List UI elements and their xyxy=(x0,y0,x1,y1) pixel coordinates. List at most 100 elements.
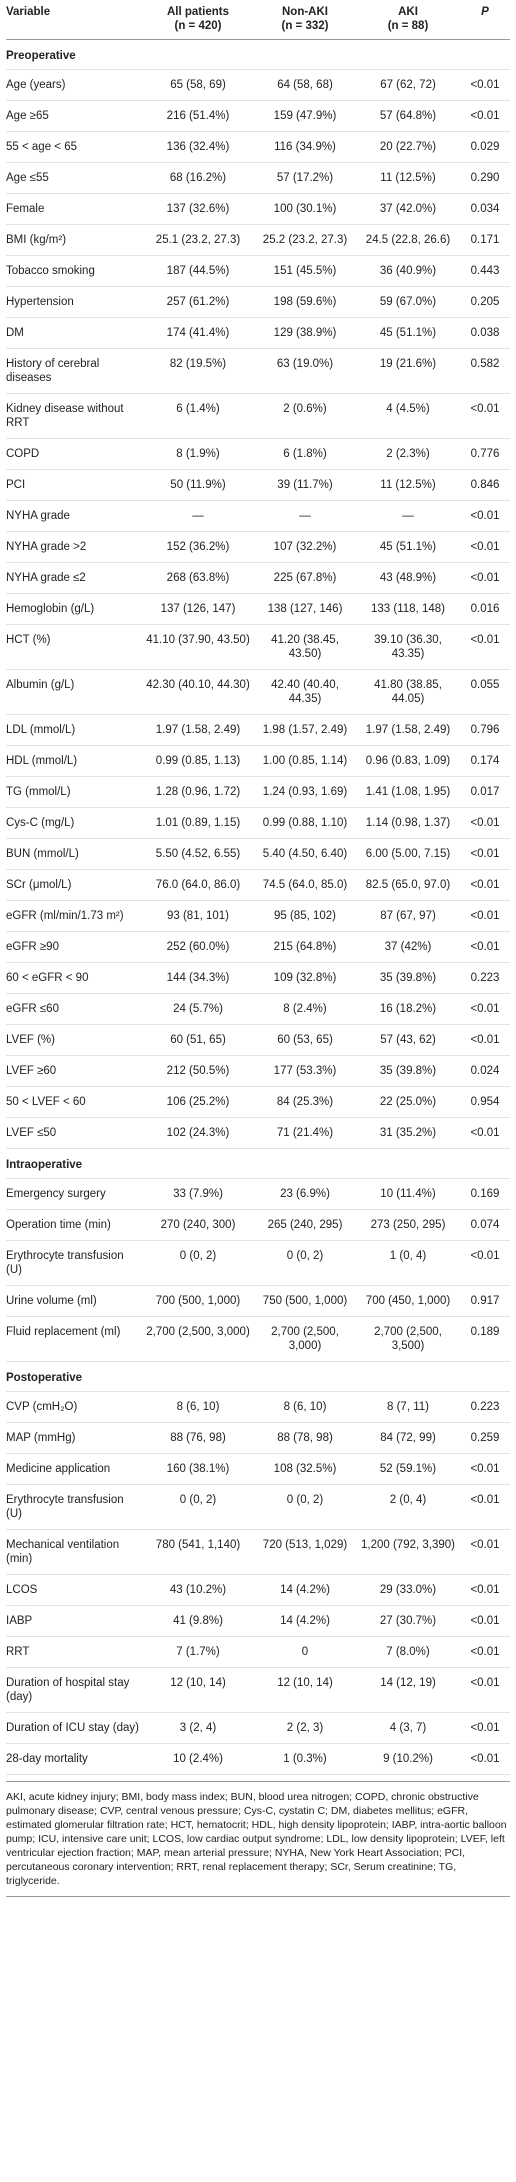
cell: 2,700 (2,500, 3,000) xyxy=(142,1316,254,1362)
row-label: NYHA grade ≤2 xyxy=(6,562,142,594)
cell: 24.5 (22.8, 26.6) xyxy=(356,224,460,256)
cell: <0.01 xyxy=(460,69,510,101)
table-row: LDL (mmol/L) 1.97 (1.58, 2.49) 1.98 (1.57,… xyxy=(6,714,510,746)
cell: 50 (11.9%) xyxy=(142,469,254,501)
cell: <0.01 xyxy=(460,562,510,594)
cell: 0.846 xyxy=(460,469,510,501)
row-label: MAP (mmHg) xyxy=(6,1422,142,1454)
cell: 0.074 xyxy=(460,1209,510,1241)
row-label: PCI xyxy=(6,469,142,501)
cell: 10 (2.4%) xyxy=(142,1743,254,1775)
cell: 2 (2.3%) xyxy=(356,438,460,470)
cell: <0.01 xyxy=(460,900,510,932)
cell: 0.99 (0.88, 1.10) xyxy=(254,807,356,839)
row-label: NYHA grade >2 xyxy=(6,531,142,563)
cell: 31 (35.2%) xyxy=(356,1117,460,1149)
cell: 82 (19.5%) xyxy=(142,348,254,394)
cell: 2,700 (2,500, 3,000) xyxy=(254,1316,356,1362)
section-row: Intraoperative xyxy=(6,1148,510,1179)
cell: 0.016 xyxy=(460,593,510,625)
cell: 144 (34.3%) xyxy=(142,962,254,994)
cell: 0.917 xyxy=(460,1285,510,1317)
page: Variable All patients (n = 420) Non-AKI (n =… xyxy=(6,0,510,1897)
cell: 35 (39.8%) xyxy=(356,1055,460,1087)
row-label: COPD xyxy=(6,438,142,470)
cell: 1.41 (1.08, 1.95) xyxy=(356,776,460,808)
row-label: eGFR ≤60 xyxy=(6,993,142,1025)
cell: 95 (85, 102) xyxy=(254,900,356,932)
row-label: Erythrocyte transfusion (U) xyxy=(6,1484,142,1530)
cell: 152 (36.2%) xyxy=(142,531,254,563)
cell: 11 (12.5%) xyxy=(356,162,460,194)
cell: 22 (25.0%) xyxy=(356,1086,460,1118)
table-row: COPD 8 (1.9%) 6 (1.8%) 2 (2.3%) 0.776 xyxy=(6,438,510,470)
cell: 750 (500, 1,000) xyxy=(254,1285,356,1317)
section-row: Postoperative xyxy=(6,1361,510,1392)
table-row: Duration of ICU stay (day) 3 (2, 4) 2 (2, … xyxy=(6,1712,510,1744)
table-row: Erythrocyte transfusion (U) 0 (0, 2) 0 (0,… xyxy=(6,1484,510,1530)
cell: 700 (450, 1,000) xyxy=(356,1285,460,1317)
row-label: LDL (mmol/L) xyxy=(6,714,142,746)
cell: 0.189 xyxy=(460,1316,510,1362)
cell: 14 (12, 19) xyxy=(356,1667,460,1713)
table-header: Variable All patients (n = 420) Non-AKI (n =… xyxy=(6,0,510,40)
row-label: eGFR ≥90 xyxy=(6,931,142,963)
row-label: LVEF (%) xyxy=(6,1024,142,1056)
header-cell: Variable xyxy=(6,0,142,40)
cell: 215 (64.8%) xyxy=(254,931,356,963)
cell: 198 (59.6%) xyxy=(254,286,356,318)
cell: 74.5 (64.0, 85.0) xyxy=(254,869,356,901)
cell: 107 (32.2%) xyxy=(254,531,356,563)
table-row: Female 137 (32.6%) 100 (30.1%) 37 (42.0%) 0.… xyxy=(6,193,510,225)
table-row: Fluid replacement (ml) 2,700 (2,500, 3,00… xyxy=(6,1316,510,1362)
cell: 1.98 (1.57, 2.49) xyxy=(254,714,356,746)
cell: — xyxy=(356,500,460,532)
cell: 270 (240, 300) xyxy=(142,1209,254,1241)
header-cell: P xyxy=(460,0,510,40)
cell: 4 (3, 7) xyxy=(356,1712,460,1744)
cell: 160 (38.1%) xyxy=(142,1453,254,1485)
cell: 137 (32.6%) xyxy=(142,193,254,225)
cell: 8 (2.4%) xyxy=(254,993,356,1025)
cell: <0.01 xyxy=(460,1117,510,1149)
cell: 0 xyxy=(254,1636,356,1668)
header-cell: All patients (n = 420) xyxy=(142,0,254,40)
header-row: Variable All patients (n = 420) Non-AKI (n =… xyxy=(6,0,510,40)
cell: 108 (32.5%) xyxy=(254,1453,356,1485)
cell: 174 (41.4%) xyxy=(142,317,254,349)
cell: 37 (42.0%) xyxy=(356,193,460,225)
cell: 87 (67, 97) xyxy=(356,900,460,932)
cell: 1.01 (0.89, 1.15) xyxy=(142,807,254,839)
cell: 20 (22.7%) xyxy=(356,131,460,163)
cell: 273 (250, 295) xyxy=(356,1209,460,1241)
table-row: Duration of hospital stay (day) 12 (10, 1… xyxy=(6,1667,510,1713)
cell: 76.0 (64.0, 86.0) xyxy=(142,869,254,901)
cell: 1.00 (0.85, 1.14) xyxy=(254,745,356,777)
table-row: Urine volume (ml) 700 (500, 1,000) 750 (50… xyxy=(6,1285,510,1317)
table-row: RRT 7 (1.7%) 0 7 (8.0%) <0.01 xyxy=(6,1636,510,1668)
cell: 216 (51.4%) xyxy=(142,100,254,132)
cell: 0.017 xyxy=(460,776,510,808)
row-label: Medicine application xyxy=(6,1453,142,1485)
cell: <0.01 xyxy=(460,1743,510,1775)
cell: 8 (6, 10) xyxy=(142,1391,254,1423)
row-label: 55 < age < 65 xyxy=(6,131,142,163)
row-label: Mechanical ventilation (min) xyxy=(6,1529,142,1575)
cell: <0.01 xyxy=(460,838,510,870)
cell: <0.01 xyxy=(460,1712,510,1744)
row-label: Urine volume (ml) xyxy=(6,1285,142,1317)
table-row: 55 < age < 65 136 (32.4%) 116 (34.9%) 20 (2… xyxy=(6,131,510,163)
table-row: BMI (kg/m²) 25.1 (23.2, 27.3) 25.2 (23.2, … xyxy=(6,224,510,256)
cell: 39.10 (36.30, 43.35) xyxy=(356,624,460,670)
cell: 14 (4.2%) xyxy=(254,1605,356,1637)
cell: 27 (30.7%) xyxy=(356,1605,460,1637)
cell: 71 (21.4%) xyxy=(254,1117,356,1149)
table-row: Erythrocyte transfusion (U) 0 (0, 2) 0 (0,… xyxy=(6,1240,510,1286)
cell: 0.796 xyxy=(460,714,510,746)
cell: 129 (38.9%) xyxy=(254,317,356,349)
cell: 29 (33.0%) xyxy=(356,1574,460,1606)
row-label: SCr (μmol/L) xyxy=(6,869,142,901)
row-label: Kidney disease without RRT xyxy=(6,393,142,439)
header-subtitle: (n = 420) xyxy=(174,20,222,32)
cell: 137 (126, 147) xyxy=(142,593,254,625)
